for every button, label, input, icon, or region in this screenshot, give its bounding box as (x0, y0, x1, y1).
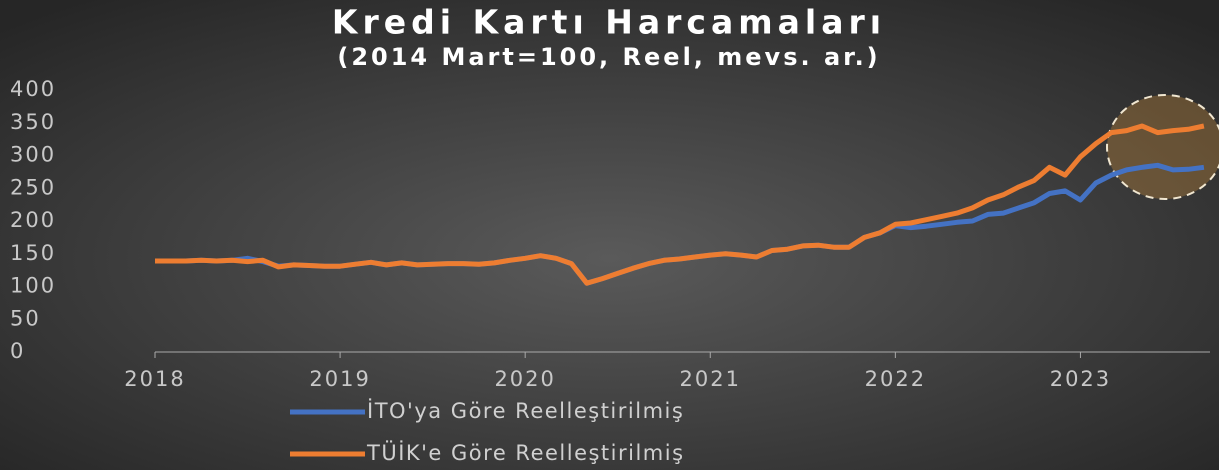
legend-label: TÜİK'e Göre Reelleştirilmiş (366, 440, 685, 465)
series-line (155, 123, 1205, 286)
chart-subtitle: (2014 Mart=100, Reel, mevs. ar.) (337, 43, 880, 71)
x-tick-label: 2021 (680, 367, 741, 391)
chart-title: Kredi Kartı Harcamaları (332, 3, 886, 42)
x-tick-label: 2022 (865, 367, 926, 391)
legend-label: İTO'ya Göre Reelleştirilmiş (367, 398, 684, 423)
y-tick-label: 150 (10, 241, 56, 265)
y-tick-label: 400 (10, 77, 56, 101)
x-tick-label: 2023 (1050, 367, 1111, 391)
y-tick-label: 50 (10, 306, 41, 330)
x-tick-label: 2020 (494, 367, 555, 391)
y-tick-label: 100 (10, 274, 56, 298)
y-tick-label: 200 (10, 208, 56, 232)
y-tick-label: 350 (10, 110, 56, 134)
y-tick-label: 300 (10, 143, 56, 167)
y-tick-label: 250 (10, 175, 56, 199)
x-tick-label: 2018 (124, 367, 185, 391)
x-tick-label: 2019 (309, 367, 370, 391)
y-tick-label: 0 (10, 339, 25, 363)
highlight-ellipse (1106, 94, 1219, 200)
